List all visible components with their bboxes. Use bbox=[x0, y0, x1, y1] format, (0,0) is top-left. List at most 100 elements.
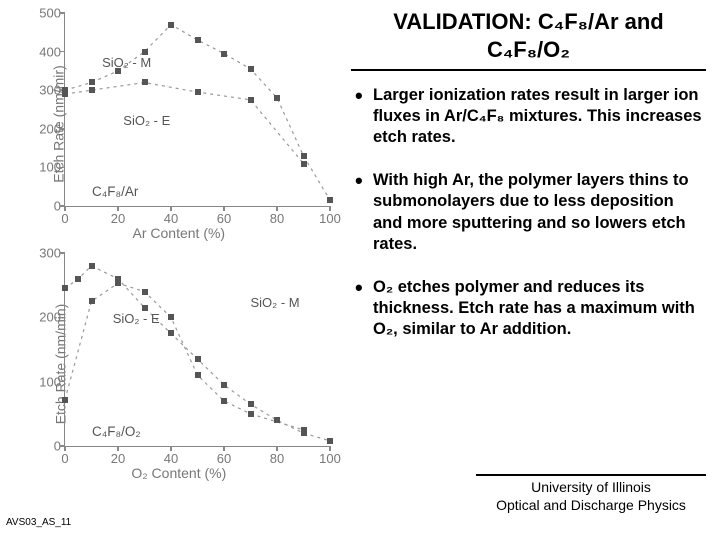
bullet-3: O₂ etches polymer and reduces its thickn… bbox=[355, 277, 706, 340]
affiliation: University of Illinois Optical and Disch… bbox=[476, 474, 706, 514]
x-tick-mark bbox=[276, 206, 278, 211]
chart-ar: Etch Rate (nm/mir) 010020030040050002040… bbox=[2, 5, 342, 243]
x-tick-mark bbox=[223, 446, 225, 451]
series-line bbox=[65, 25, 330, 201]
x-tick-mark bbox=[170, 206, 172, 211]
data-marker bbox=[301, 153, 307, 159]
data-marker bbox=[221, 51, 227, 57]
y-tick-label: 400 bbox=[31, 44, 61, 59]
x-tick-label: 60 bbox=[217, 211, 231, 226]
data-marker bbox=[327, 197, 333, 203]
affiliation-line-1: University of Illinois bbox=[531, 479, 651, 495]
data-marker bbox=[62, 91, 68, 97]
x-tick-mark bbox=[64, 206, 66, 211]
data-marker bbox=[195, 89, 201, 95]
chart2-plot: 0100200300020406080100SiO₂ - MSiO₂ - E bbox=[64, 253, 330, 447]
x-tick-mark bbox=[329, 446, 331, 451]
data-marker bbox=[301, 427, 307, 433]
x-tick-label: 0 bbox=[61, 211, 68, 226]
data-marker bbox=[142, 305, 148, 311]
series-label: SiO₂ - M bbox=[251, 295, 300, 310]
chart2-chem-label: C₄F₈/O₂ bbox=[92, 424, 141, 439]
x-tick-mark bbox=[117, 446, 119, 451]
bullet-list: Larger ionization rates result in larger… bbox=[351, 85, 706, 340]
y-tick-mark bbox=[60, 12, 65, 14]
x-tick-label: 0 bbox=[61, 451, 68, 466]
slide-title: VALIDATION: C₄F₈/Ar and C₄F₈/O₂ bbox=[351, 8, 706, 71]
data-marker bbox=[195, 37, 201, 43]
series-label: SiO₂ - E bbox=[123, 113, 170, 128]
y-tick-label: 500 bbox=[31, 6, 61, 21]
data-marker bbox=[142, 79, 148, 85]
data-marker bbox=[62, 285, 68, 291]
title-line-2: C₄F₈/O₂ bbox=[487, 37, 570, 62]
y-tick-label: 300 bbox=[31, 246, 61, 261]
data-marker bbox=[75, 276, 81, 282]
data-marker bbox=[89, 87, 95, 93]
x-tick-label: 100 bbox=[319, 211, 341, 226]
x-tick-label: 80 bbox=[270, 211, 284, 226]
series-label: SiO₂ - M bbox=[102, 55, 151, 70]
x-tick-mark bbox=[276, 446, 278, 451]
slide-id: AVS03_AS_11 bbox=[6, 517, 71, 528]
x-tick-label: 60 bbox=[217, 451, 231, 466]
y-tick-mark bbox=[60, 381, 65, 383]
x-tick-mark bbox=[223, 206, 225, 211]
x-tick-mark bbox=[329, 206, 331, 211]
data-marker bbox=[89, 79, 95, 85]
data-marker bbox=[274, 417, 280, 423]
data-marker bbox=[168, 314, 174, 320]
x-tick-mark bbox=[64, 446, 66, 451]
y-tick-mark bbox=[60, 51, 65, 53]
x-tick-label: 20 bbox=[111, 451, 125, 466]
y-tick-label: 100 bbox=[31, 160, 61, 175]
data-marker bbox=[142, 49, 148, 55]
chart2-xlabel: O₂ Content (%) bbox=[131, 465, 226, 481]
data-marker bbox=[89, 298, 95, 304]
y-tick-mark bbox=[60, 128, 65, 130]
data-marker bbox=[248, 97, 254, 103]
y-tick-mark bbox=[60, 252, 65, 254]
data-marker bbox=[89, 263, 95, 269]
charts-column: Etch Rate (nm/mir) 010020030040050002040… bbox=[0, 0, 345, 540]
slide: Etch Rate (nm/mir) 010020030040050002040… bbox=[0, 0, 720, 540]
x-tick-label: 40 bbox=[164, 451, 178, 466]
y-tick-label: 200 bbox=[31, 310, 61, 325]
data-marker bbox=[168, 22, 174, 28]
data-marker bbox=[195, 356, 201, 362]
series-line bbox=[65, 266, 330, 441]
x-tick-mark bbox=[170, 446, 172, 451]
data-marker bbox=[221, 398, 227, 404]
bullet-2: With high Ar, the polymer layers thins t… bbox=[355, 170, 706, 254]
data-marker bbox=[195, 372, 201, 378]
chart1-chem-label: C₄F₈/Ar bbox=[92, 184, 138, 199]
data-marker bbox=[248, 411, 254, 417]
x-tick-label: 100 bbox=[319, 451, 341, 466]
affiliation-line-2: Optical and Discharge Physics bbox=[496, 497, 686, 513]
chart2-svg bbox=[65, 253, 330, 446]
y-tick-label: 0 bbox=[31, 199, 61, 214]
x-tick-mark bbox=[117, 206, 119, 211]
data-marker bbox=[327, 438, 333, 444]
series-label: SiO₂ - E bbox=[113, 311, 160, 326]
y-tick-mark bbox=[60, 317, 65, 319]
data-marker bbox=[274, 95, 280, 101]
data-marker bbox=[115, 280, 121, 286]
data-marker bbox=[248, 66, 254, 72]
x-tick-label: 20 bbox=[111, 211, 125, 226]
data-marker bbox=[248, 401, 254, 407]
data-marker bbox=[301, 161, 307, 167]
chart1-plot: 0100200300400500020406080100SiO₂ - MSiO₂… bbox=[64, 13, 330, 207]
x-tick-label: 80 bbox=[270, 451, 284, 466]
x-tick-label: 40 bbox=[164, 211, 178, 226]
y-tick-label: 300 bbox=[31, 83, 61, 98]
data-marker bbox=[221, 382, 227, 388]
series-line bbox=[65, 82, 304, 163]
y-tick-label: 200 bbox=[31, 121, 61, 136]
bullet-1: Larger ionization rates result in larger… bbox=[355, 85, 706, 148]
data-marker bbox=[142, 289, 148, 295]
y-tick-label: 0 bbox=[31, 439, 61, 454]
data-marker bbox=[168, 330, 174, 336]
y-tick-mark bbox=[60, 167, 65, 169]
data-marker bbox=[62, 397, 68, 403]
